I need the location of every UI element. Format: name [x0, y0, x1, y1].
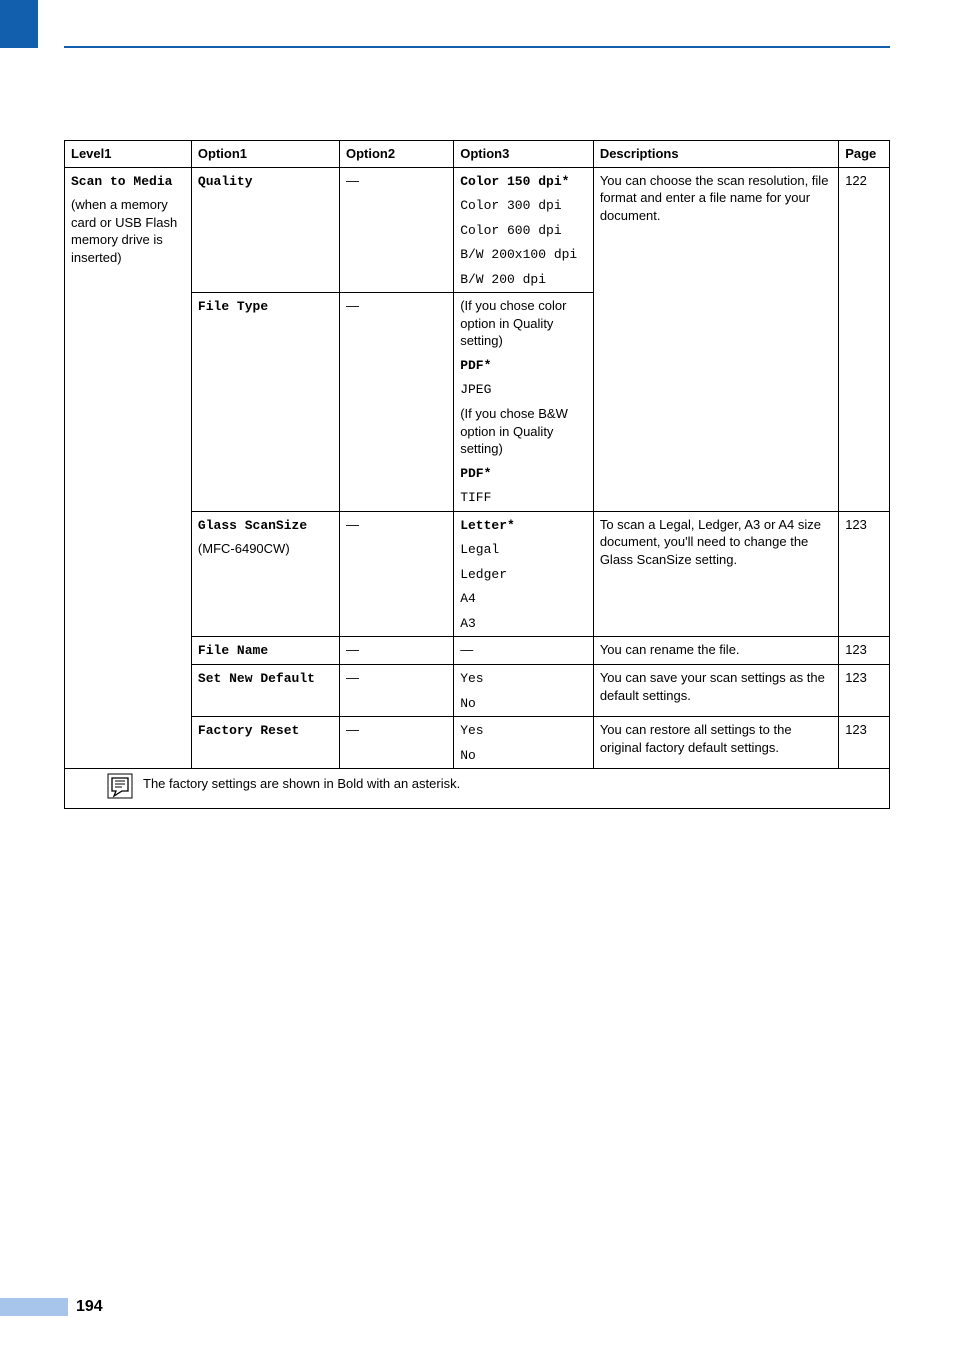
opt3-text: (If you chose color option in Quality se…	[460, 297, 587, 350]
opt3-text: B/W 200 dpi	[460, 272, 546, 287]
cell-page: 123	[839, 511, 890, 637]
opt1-filename: File Name	[198, 643, 268, 658]
note-text: The factory settings are shown in Bold w…	[143, 773, 460, 793]
cell-page: 123	[839, 717, 890, 769]
header-rule	[64, 46, 890, 48]
cell-opt3: —	[454, 637, 594, 665]
cell-page: 123	[839, 637, 890, 665]
content-area: Level1 Option1 Option2 Option3 Descripti…	[64, 140, 890, 809]
opt3-text: PDF*	[460, 358, 491, 373]
table-note-row: The factory settings are shown in Bold w…	[65, 769, 890, 809]
cell-desc: To scan a Legal, Ledger, A3 or A4 size d…	[593, 511, 838, 637]
opt3-text: B/W 200x100 dpi	[460, 247, 577, 262]
cell-opt2: —	[339, 717, 453, 769]
opt3-text: (If you chose B&W option in Quality sett…	[460, 405, 587, 458]
cell-opt2: —	[339, 665, 453, 717]
opt1-filetype: File Type	[198, 299, 268, 314]
opt1-glass-note: (MFC-6490CW)	[198, 540, 333, 558]
opt1-glass: Glass ScanSize	[198, 518, 307, 533]
menu-table: Level1 Option1 Option2 Option3 Descripti…	[64, 140, 890, 809]
cell-desc: You can rename the file.	[593, 637, 838, 665]
table-header-row: Level1 Option1 Option2 Option3 Descripti…	[65, 141, 890, 168]
opt1-quality: Quality	[198, 174, 253, 189]
cell-level1: Scan to Media (when a memory card or USB…	[65, 167, 192, 769]
opt3-text: Letter*	[460, 518, 515, 533]
header-blue-tab	[0, 0, 38, 48]
level1-desc: (when a memory card or USB Flash memory …	[71, 196, 185, 266]
opt3-text: A3	[460, 616, 476, 631]
opt3-text: A4	[460, 591, 476, 606]
opt3-text: No	[460, 696, 476, 711]
opt3-text: Color 150 dpi*	[460, 174, 569, 189]
cell-page: 123	[839, 665, 890, 717]
opt3-text: JPEG	[460, 382, 491, 397]
opt3-text: Legal	[460, 542, 499, 557]
cell-opt1: Quality	[191, 167, 339, 293]
opt3-text: Ledger	[460, 567, 507, 582]
th-option1: Option1	[191, 141, 339, 168]
opt3-text: No	[460, 748, 476, 763]
th-option3: Option3	[454, 141, 594, 168]
cell-opt3: Yes No	[454, 717, 594, 769]
level1-title: Scan to Media	[71, 174, 172, 189]
cell-opt2: —	[339, 167, 453, 293]
note-icon	[107, 773, 133, 804]
cell-page: 122	[839, 167, 890, 511]
cell-opt3: Color 150 dpi* Color 300 dpi Color 600 d…	[454, 167, 594, 293]
opt3-text: TIFF	[460, 490, 491, 505]
cell-opt2: —	[339, 293, 453, 511]
opt3-text: Color 300 dpi	[460, 198, 561, 213]
opt3-text: Yes	[460, 671, 483, 686]
table-row: Scan to Media (when a memory card or USB…	[65, 167, 890, 293]
cell-note: The factory settings are shown in Bold w…	[65, 769, 890, 809]
cell-opt1: Glass ScanSize (MFC-6490CW)	[191, 511, 339, 637]
opt3-text: Color 600 dpi	[460, 223, 561, 238]
cell-opt3: (If you chose color option in Quality se…	[454, 293, 594, 511]
cell-opt2: —	[339, 511, 453, 637]
cell-opt1: File Name	[191, 637, 339, 665]
opt1-factory: Factory Reset	[198, 723, 299, 738]
th-level1: Level1	[65, 141, 192, 168]
opt3-text: Yes	[460, 723, 483, 738]
cell-opt1: Factory Reset	[191, 717, 339, 769]
cell-opt3: Yes No	[454, 665, 594, 717]
cell-desc: You can restore all settings to the orig…	[593, 717, 838, 769]
th-option2: Option2	[339, 141, 453, 168]
th-page: Page	[839, 141, 890, 168]
page-number: 194	[76, 1298, 103, 1316]
opt1-setnew: Set New Default	[198, 671, 315, 686]
cell-desc: You can choose the scan resolution, file…	[593, 167, 838, 511]
cell-opt1: Set New Default	[191, 665, 339, 717]
page-number-bar	[0, 1298, 68, 1316]
opt3-text: PDF*	[460, 466, 491, 481]
cell-opt3: Letter* Legal Ledger A4 A3	[454, 511, 594, 637]
cell-desc: You can save your scan settings as the d…	[593, 665, 838, 717]
cell-opt1: File Type	[191, 293, 339, 511]
cell-opt2: —	[339, 637, 453, 665]
th-desc: Descriptions	[593, 141, 838, 168]
